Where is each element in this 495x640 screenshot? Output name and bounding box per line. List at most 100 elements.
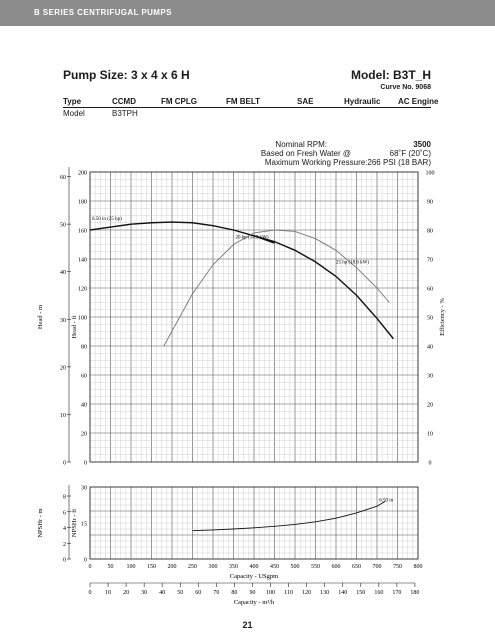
gpm-tick-label: 100 [127,564,136,570]
col-hydraulic: Hydraulic [344,97,381,106]
water-label: Based on Fresh Water @ [260,149,351,158]
efficiency-tick-label: 100 [426,171,435,177]
efficiency-curve [163,229,390,347]
m3h-tick-label: 90 [249,590,255,596]
col-ac-engine: AC Engine [398,97,439,106]
col-fm-cplg: FM CPLG [161,97,197,106]
gpm-tick-label: 200 [168,564,177,570]
npsh-ft-axis-label: NPSHr - ft [71,509,78,537]
gpm-tick-label: 400 [250,564,259,570]
m3h-axis-label: Capacity - m³/h [234,599,275,606]
head-ft-tick-label: 80 [81,345,87,351]
gpm-tick-label: 50 [108,564,114,570]
npsh-m-tick-label: 6 [63,510,66,516]
curve-number: Curve No. 9068 [380,84,431,91]
head-curve-6-50-in [89,221,275,244]
m3h-tick-label: 100 [266,590,275,596]
gpm-tick-label: 500 [291,564,300,570]
gpm-tick-label: 600 [332,564,341,570]
gpm-tick-label: 150 [147,564,156,570]
head-m-tick-label: 30 [60,318,66,324]
efficiency-tick-label: 20 [427,403,433,409]
m3h-tick-label: 50 [177,590,183,596]
head-ft-tick-label: 0 [84,461,87,467]
top-banner: B SERIES CENTRIFUGAL PUMPS [0,0,495,26]
efficiency-axis-label: Efficiency - % [439,298,446,336]
head-ft-tick-label: 40 [81,403,87,409]
model-title: Model: B3T_H [350,68,431,82]
head-m-tick-label: 60 [60,175,66,181]
gpm-tick-label: 250 [188,564,197,570]
page-number: 21 [242,620,253,630]
hp-20-annotation: 20 hp (14.9 kW) [236,236,269,241]
gpm-tick-label: 800 [414,564,423,570]
rpm-label: Nominal RPM: [275,140,327,149]
efficiency-tick-label: 40 [427,345,433,351]
head-m-tick-label: 20 [60,365,66,371]
m3h-tick-label: 170 [392,590,401,596]
main-grid-frame [89,171,419,463]
row-label-model: Model [63,109,85,118]
gpm-tick-label: 0 [89,564,92,570]
head-ft-tick-label: 180 [78,200,87,206]
m3h-tick-label: 10 [105,590,111,596]
m3h-tick-label: 180 [410,590,419,596]
max-pressure: Maximum Working Pressure:266 PSI (18 BAR… [264,158,431,167]
efficiency-tick-label: 50 [427,316,433,322]
gpm-tick-label: 700 [373,564,382,570]
npsh-ft-tick-label: 30 [81,486,87,492]
head-ft-tick-label: 60 [81,374,87,380]
head-ft-tick-label: 120 [78,287,87,293]
gpm-tick-label: 450 [270,564,279,570]
m3h-tick-label: 60 [195,590,201,596]
m3h-tick-label: 150 [356,590,365,596]
npsh-diameter-annotation: 6.50 in [379,498,393,503]
m3h-tick-label: 30 [141,590,147,596]
m3h-tick-label: 130 [320,590,329,596]
col-fm-belt: FM BELT [226,97,261,106]
hp-25-annotation: 25 hp (18.6 kW) [336,260,369,265]
efficiency-tick-label: 90 [427,200,433,206]
impeller-diameter-annotation: 6.50 in (25 hp) [92,217,122,222]
npsh-m-tick-label: 4 [63,526,66,532]
banner-title: B SERIES CENTRIFUGAL PUMPS [34,8,172,17]
npsh-grid-frame [89,486,419,560]
head-ft-tick-label: 100 [78,316,87,322]
col-ccmd: CCMD [112,97,136,106]
head-m-tick-label: 50 [60,223,66,229]
m3h-tick-label: 0 [89,590,92,596]
head-curve-25hp-segment [253,235,394,340]
efficiency-tick-label: 10 [427,432,433,438]
npsh-m-tick-label: 0 [63,558,66,564]
npsh-m-tick-label: 8 [63,495,66,501]
m3h-tick-label: 110 [284,590,293,596]
water-value: 68˚F (20˚C) [389,149,431,158]
gpm-tick-label: 300 [209,564,218,570]
gpm-tick-label: 750 [393,564,402,570]
m3h-tick-label: 20 [123,590,129,596]
npsh-ft-tick-label: 0 [84,558,87,564]
col-type: Type [63,97,82,106]
m3h-tick-label: 160 [374,590,383,596]
head-m-axis-label: Head - m [37,305,44,329]
head-m-tick-label: 10 [60,413,66,419]
gpm-tick-label: 650 [352,564,361,570]
m3h-tick-label: 40 [159,590,165,596]
m3h-tick-label: 140 [338,590,347,596]
head-m-tick-label: 0 [63,461,66,467]
row-value-model: B3TPH [112,109,138,118]
col-sae: SAE [297,97,314,106]
gpm-tick-label: 550 [311,564,320,570]
npsh-ft-tick-label: 15 [81,522,87,528]
efficiency-tick-label: 60 [427,287,433,293]
efficiency-tick-label: 0 [429,461,432,467]
m3h-tick-label: 80 [231,590,237,596]
head-ft-tick-label: 20 [81,432,87,438]
head-m-tick-label: 40 [60,270,66,276]
gpm-axis-label: Capacity - USgpm [230,573,278,580]
npsh-m-axis-label: NPSHr - m [37,508,44,537]
m3h-tick-label: 120 [302,590,311,596]
efficiency-tick-label: 80 [427,229,433,235]
head-ft-tick-label: 160 [78,229,87,235]
